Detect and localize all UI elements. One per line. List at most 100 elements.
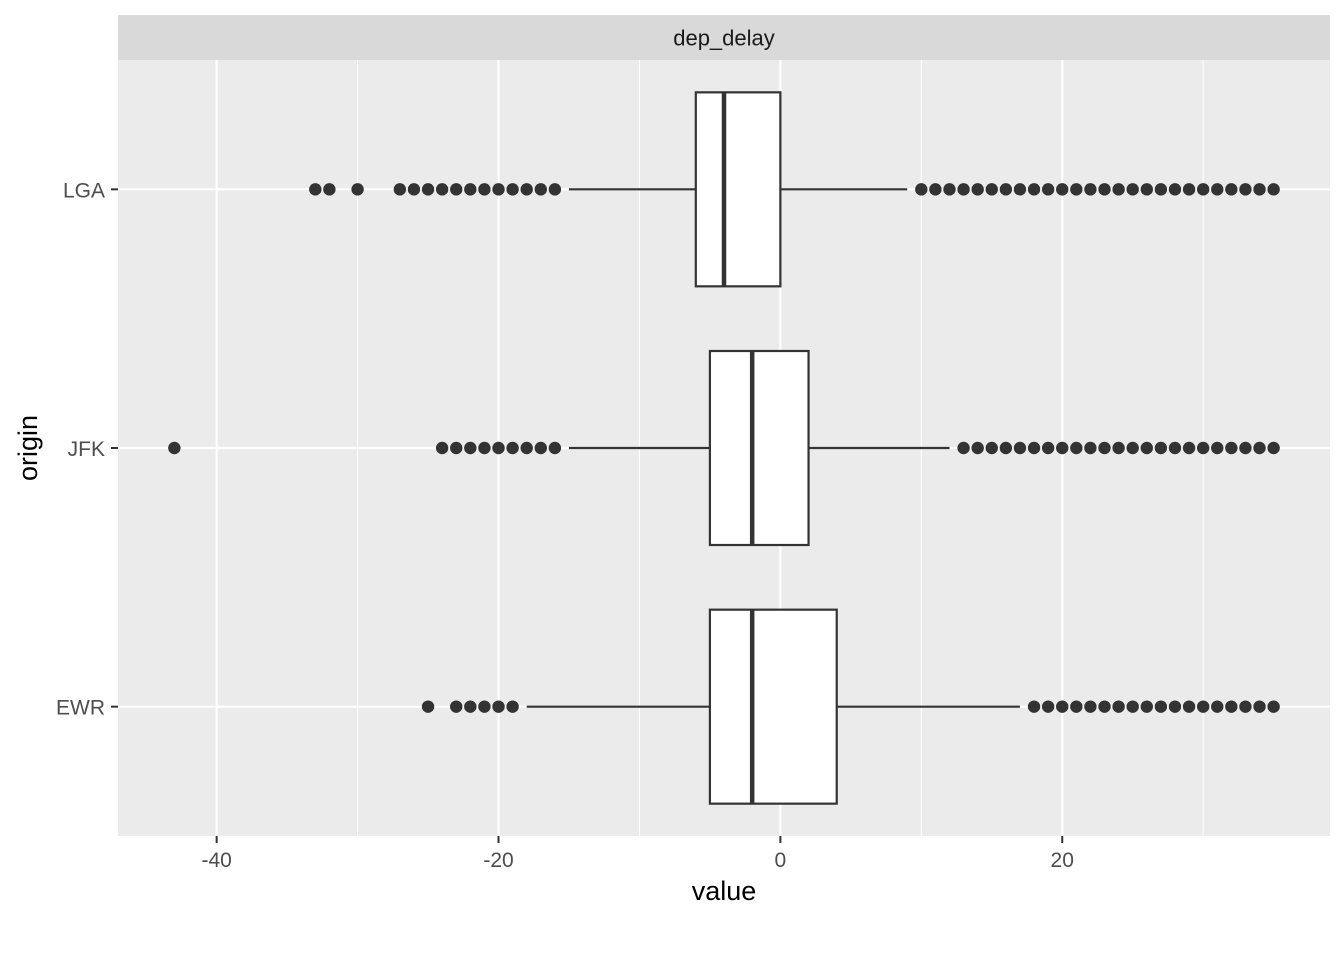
outlier-point [1196,700,1210,713]
outlier-point [1196,441,1210,455]
outlier-point [351,183,364,196]
outlier-point [957,441,970,455]
outlier-point [1182,183,1196,196]
outlier-point [407,183,421,196]
outlier-point [492,700,505,713]
outlier-point [985,441,998,455]
outlier-point [1182,441,1196,455]
outlier-point [1098,183,1111,196]
outlier-point [1126,441,1139,455]
facet-strip [118,15,1330,60]
outlier-point [1253,183,1266,196]
outlier-point [1084,183,1097,196]
outlier-point [1239,700,1252,713]
outlier-point [1253,441,1266,455]
outlier-point [985,183,998,196]
outlier-point [1267,441,1280,455]
box [694,91,782,288]
outlier-point [1267,183,1280,196]
box [708,349,810,547]
outlier-point [1225,700,1238,713]
outlier-point [1098,441,1111,455]
outlier-point [1168,441,1182,455]
outlier-point [520,441,533,455]
outlier-point [1070,700,1083,713]
outlier-point [506,441,519,455]
outlier-point [915,183,928,196]
x-tick-label: 0 [775,849,787,872]
outlier-point [450,700,463,713]
boxes-layer [168,91,1280,805]
outlier-point [1056,183,1069,196]
outlier-point [421,700,435,713]
outlier-point [464,441,477,455]
outlier-point [1041,183,1055,196]
box-group-ewr [421,608,1280,805]
outlier-point [309,183,322,196]
outlier-point [1239,441,1252,455]
y-tick-label: LGA [63,179,105,202]
outlier-point [1211,183,1224,196]
outlier-point [464,183,477,196]
outlier-point [534,183,547,196]
outlier-point [1013,441,1027,455]
outlier-point [1225,183,1238,196]
y-tick-label: JFK [68,438,105,461]
outlier-point [1126,700,1139,713]
outlier-point [1196,183,1210,196]
outlier-point [971,441,984,455]
outlier-point [421,183,435,196]
outlier-point [1168,183,1182,196]
outlier-point [1267,700,1280,713]
outlier-point [478,700,491,713]
outlier-point [1112,700,1125,713]
outlier-point [548,441,562,455]
x-tick-label: -20 [483,849,513,872]
outlier-point [1168,700,1182,713]
outlier-point [1154,183,1168,196]
outlier-point [534,441,547,455]
outlier-point [1126,183,1139,196]
outlier-point [929,183,942,196]
y-tick-label: EWR [56,697,105,720]
outlier-point [1056,441,1069,455]
outlier-point [450,441,463,455]
outlier-point [548,183,562,196]
outlier-point [1253,700,1266,713]
outlier-point [999,441,1013,455]
outlier-point [1112,441,1125,455]
facet-strip-label: dep_delay [673,26,775,51]
outlier-point [1041,441,1055,455]
outlier-point [506,183,519,196]
outlier-point [478,183,491,196]
outlier-point [1154,700,1168,713]
outlier-point [1182,700,1196,713]
outlier-point [1211,700,1224,713]
outlier-point [450,183,463,196]
outlier-point [435,441,449,455]
outlier-point [971,183,984,196]
outlier-point [506,700,519,713]
outlier-point [1027,700,1041,713]
outlier-point [1154,441,1168,455]
outlier-point [435,183,449,196]
outlier-point [492,441,505,455]
outlier-point [520,183,533,196]
outlier-point [1041,700,1055,713]
outlier-point [999,183,1013,196]
outlier-point [1140,441,1153,455]
outlier-point [1056,700,1069,713]
outlier-point [1225,441,1238,455]
outlier-point [1070,183,1083,196]
box [708,608,838,805]
x-tick-label: 20 [1051,849,1074,872]
outlier-point [464,700,477,713]
outlier-point [943,183,956,196]
outlier-point [1112,183,1125,196]
outlier-point [1084,700,1097,713]
axes-layer: -40 -20 0 20 EWR JFK LGA [56,179,1074,872]
outlier-point [1140,700,1153,713]
outlier-point [1013,183,1027,196]
outlier-point [1140,183,1153,196]
